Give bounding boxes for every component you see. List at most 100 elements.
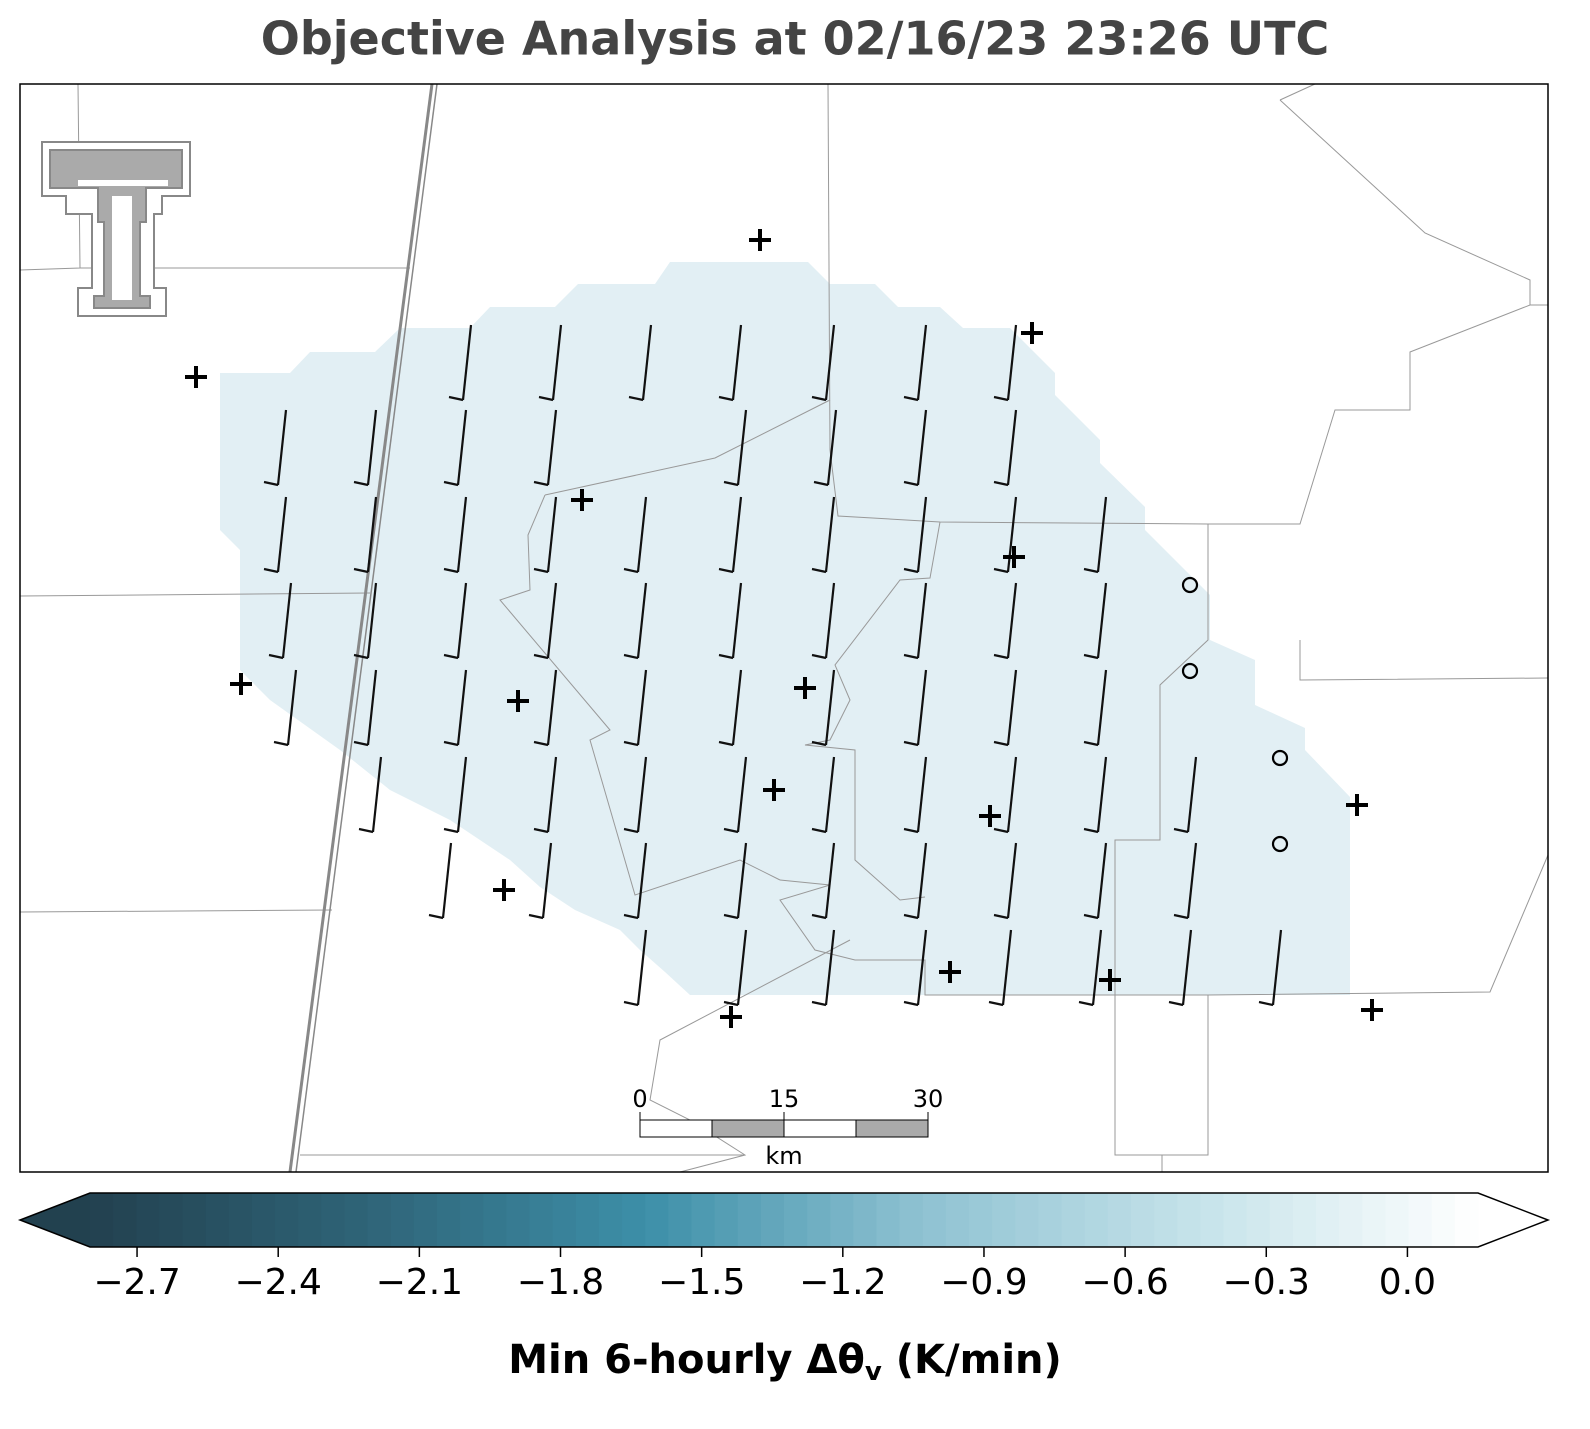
wind-barb: [533, 756, 558, 834]
station-plus: [1099, 969, 1121, 991]
wind-barb: [903, 496, 928, 574]
wind-barb: [811, 324, 836, 402]
barb-flag: [443, 827, 459, 834]
station-circle: [1181, 576, 1199, 594]
wind-barb: [1173, 842, 1198, 920]
barb-flag: [993, 827, 1009, 834]
wind-barb: [718, 582, 743, 660]
scale-segment: [711, 1119, 785, 1138]
barb-staff: [824, 324, 836, 401]
barb-staff: [641, 324, 653, 401]
barb-flag: [623, 1000, 639, 1007]
colorbar-step: [1246, 1193, 1271, 1247]
wind-barb: [718, 324, 743, 402]
wind-barb: [623, 496, 648, 574]
colorbar-step: [506, 1193, 531, 1247]
wind-barb: [993, 582, 1018, 660]
barb-staff: [371, 756, 383, 833]
barb-flag: [533, 567, 549, 574]
wind-barb: [623, 582, 648, 660]
wind-barb: [443, 496, 468, 574]
colorbar-step: [1154, 1193, 1178, 1247]
wind-barb: [1168, 929, 1193, 1007]
barb-flag: [623, 740, 639, 747]
colorbar-tick-label: −1.8: [517, 1262, 604, 1303]
barb-flag: [993, 480, 1009, 487]
barb-flag: [718, 740, 734, 747]
colorbar-step: [321, 1193, 346, 1247]
wind-barb: [903, 756, 928, 834]
barb-staff: [456, 409, 468, 486]
barb-staff: [916, 929, 928, 1006]
barb-staff: [366, 582, 378, 659]
wind-barb: [353, 669, 378, 747]
barb-flag: [533, 480, 549, 487]
barb-flag: [443, 653, 459, 660]
colorbar-step: [807, 1193, 831, 1247]
wind-barb: [993, 669, 1018, 747]
colorbar-step: [275, 1193, 299, 1247]
wind-barb: [723, 842, 748, 920]
colorbar-step: [1061, 1193, 1086, 1247]
colorbar-step: [668, 1193, 693, 1247]
colorbar-step: [737, 1193, 762, 1247]
barb-flag: [903, 653, 919, 660]
station-circle: [1271, 835, 1289, 853]
colorbar-tick-label: −2.7: [93, 1262, 180, 1303]
wind-barb: [263, 409, 288, 487]
wind-barb: [623, 842, 648, 920]
barb-staff: [1096, 582, 1108, 659]
barb-staff: [1096, 496, 1108, 573]
barb-flag: [723, 1000, 739, 1007]
barb-flag: [533, 740, 549, 747]
colorbar-step: [598, 1193, 623, 1247]
colorbar-step: [1200, 1193, 1225, 1247]
wind-barb: [538, 324, 563, 402]
colorbar-step: [113, 1193, 137, 1247]
barb-flag: [623, 567, 639, 574]
wind-barb: [1083, 496, 1108, 574]
colorbar-step: [876, 1193, 901, 1247]
colorbar-step: [529, 1193, 554, 1247]
wind-barb: [903, 324, 928, 402]
colorbar-tick-label: −0.9: [940, 1262, 1027, 1303]
wind-barb: [723, 756, 748, 834]
station-plus: [720, 1006, 742, 1028]
colorbar-tick-label: −0.3: [1223, 1262, 1310, 1303]
barb-flag: [811, 827, 827, 834]
barb-flag: [1083, 653, 1099, 660]
wind-barbs: [263, 324, 1283, 1007]
station-plus: [1021, 322, 1043, 344]
colorbar-extend-high: [1478, 1193, 1548, 1247]
barb-staff: [636, 929, 648, 1006]
scale-bar: 0 15 30 km: [632, 1085, 943, 1170]
wind-barb: [628, 324, 653, 402]
wind-barb: [273, 669, 298, 747]
colorbar-step: [437, 1193, 461, 1247]
colorbar-step: [552, 1193, 577, 1247]
barb-staff: [731, 324, 743, 401]
barb-staff: [1096, 669, 1108, 746]
station-plus: [939, 961, 961, 983]
wind-barb: [268, 582, 293, 660]
barb-staff: [1006, 582, 1018, 659]
barb-staff: [546, 496, 558, 573]
barb-flag: [1173, 827, 1189, 834]
barb-flag: [811, 1000, 827, 1007]
barb-flag: [811, 567, 827, 574]
barb-staff: [366, 409, 378, 486]
scale-tick-label: 15: [769, 1085, 800, 1113]
colorbar-step: [784, 1193, 808, 1247]
logo: [41, 141, 191, 317]
colorbar-step: [1454, 1193, 1479, 1247]
wind-barb: [723, 409, 748, 487]
barb-staff: [456, 496, 468, 573]
scale-segment: [855, 1119, 929, 1138]
barb-staff: [546, 756, 558, 833]
scale-tick-label: 0: [632, 1085, 647, 1113]
barb-flag: [993, 913, 1009, 920]
barb-staff: [1186, 842, 1198, 919]
barb-staff: [636, 842, 648, 919]
barb-staff: [636, 582, 648, 659]
barb-staff: [736, 409, 748, 486]
